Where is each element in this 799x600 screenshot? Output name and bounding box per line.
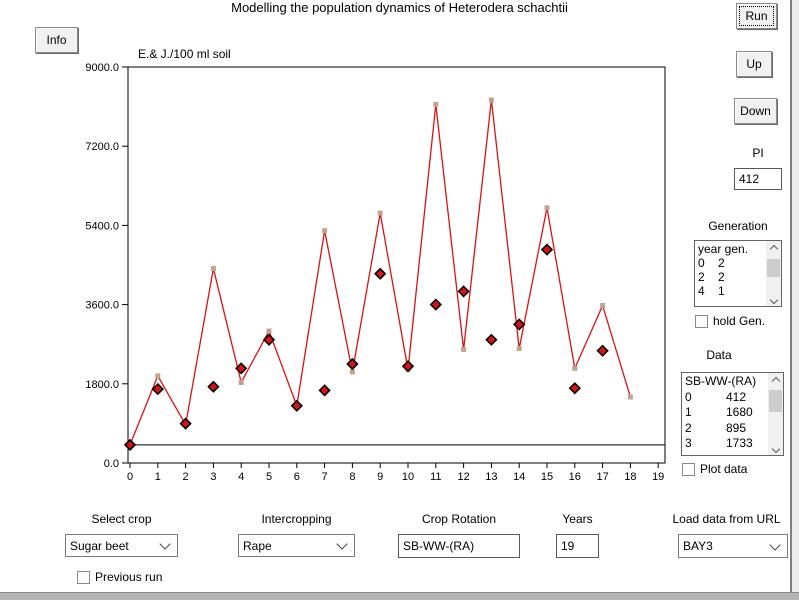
hold-gen-label: hold Gen. xyxy=(713,314,766,328)
svg-text:5400.0: 5400.0 xyxy=(85,220,119,232)
svg-text:11: 11 xyxy=(430,471,441,483)
svg-text:4: 4 xyxy=(238,471,244,483)
data-header: SB-WW-(RA) xyxy=(685,374,757,388)
data-scrollbar[interactable] xyxy=(768,373,783,455)
list-item[interactable]: 0 412 xyxy=(685,389,747,404)
svg-text:15: 15 xyxy=(541,471,553,483)
svg-text:17: 17 xyxy=(596,471,608,483)
scroll-up-icon[interactable] xyxy=(769,244,778,254)
list-item[interactable]: 2 895 xyxy=(685,420,747,435)
intercropping-combo[interactable]: Rape xyxy=(238,534,355,557)
svg-text:9: 9 xyxy=(377,471,383,483)
svg-text:7: 7 xyxy=(322,471,328,483)
svg-text:8: 8 xyxy=(349,471,355,483)
hold-gen-checkbox[interactable] xyxy=(695,315,708,328)
load-url-label: Load data from URL xyxy=(672,512,781,526)
years-input[interactable] xyxy=(556,534,599,558)
svg-text:9000.0: 9000.0 xyxy=(85,62,119,74)
crop-rotation-input[interactable] xyxy=(398,534,520,558)
svg-text:16: 16 xyxy=(569,471,581,483)
pi-label: PI xyxy=(752,146,764,160)
window-bottom-border xyxy=(0,592,799,600)
page-title: Modelling the population dynamics of Het… xyxy=(231,0,568,15)
data-list-body: SB-WW-(RA) 0 412 1 1680 2 895 3 1733 xyxy=(682,373,768,455)
scroll-down-icon[interactable] xyxy=(771,444,780,454)
list-item[interactable]: 4 1 xyxy=(698,284,725,298)
svg-text:0.0: 0.0 xyxy=(104,458,119,470)
run-button[interactable]: Run xyxy=(736,3,777,29)
plot-data-checkbox[interactable] xyxy=(682,463,695,476)
svg-text:5: 5 xyxy=(266,471,272,483)
chevron-down-icon xyxy=(159,538,171,550)
svg-text:7200.0: 7200.0 xyxy=(85,141,119,153)
svg-text:10: 10 xyxy=(402,471,414,483)
previous-run-label: Previous run xyxy=(95,570,163,584)
down-button[interactable]: Down xyxy=(734,98,777,124)
up-button[interactable]: Up xyxy=(736,51,772,77)
svg-text:18: 18 xyxy=(624,471,636,483)
chevron-down-icon xyxy=(769,538,781,551)
years-label: Years xyxy=(562,512,593,526)
generation-scrollbar[interactable] xyxy=(766,241,781,306)
generation-listbox[interactable]: year gen. 0 2 2 2 4 1 xyxy=(694,240,782,307)
info-button[interactable]: Info xyxy=(35,27,78,53)
pi-input[interactable] xyxy=(734,168,782,190)
intercropping-label: Intercropping xyxy=(261,512,332,526)
svg-text:14: 14 xyxy=(513,471,525,483)
plot-data-label: Plot data xyxy=(700,462,748,476)
generation-header: year gen. xyxy=(698,242,749,256)
data-listbox[interactable]: SB-WW-(RA) 0 412 1 1680 2 895 3 1733 xyxy=(681,372,784,456)
svg-text:0: 0 xyxy=(127,471,133,483)
window-right-margin xyxy=(792,0,799,600)
svg-text:1: 1 xyxy=(155,471,161,483)
window-right-border xyxy=(790,0,792,600)
scroll-up-icon[interactable] xyxy=(771,376,780,386)
select-crop-combo[interactable]: Sugar beet xyxy=(65,534,178,557)
generation-list-body: year gen. 0 2 2 2 4 1 xyxy=(695,241,766,306)
svg-text:E.& J./100 ml soil: E.& J./100 ml soil xyxy=(138,47,231,61)
list-item[interactable]: 2 2 xyxy=(698,270,725,284)
load-url-combo[interactable]: BAY3 xyxy=(678,534,788,558)
select-crop-label: Select crop xyxy=(91,512,152,526)
crop-rotation-label: Crop Rotation xyxy=(421,512,497,526)
previous-run-checkbox[interactable] xyxy=(77,571,90,584)
scrollbar-thumb[interactable] xyxy=(769,390,782,412)
svg-text:13: 13 xyxy=(485,471,497,483)
data-label: Data xyxy=(706,348,732,362)
svg-text:3600.0: 3600.0 xyxy=(85,300,119,312)
svg-text:12: 12 xyxy=(457,471,469,483)
list-item[interactable]: 3 1733 xyxy=(685,436,753,450)
svg-text:6: 6 xyxy=(294,471,300,483)
scrollbar-thumb[interactable] xyxy=(767,259,780,277)
chevron-down-icon xyxy=(336,538,348,550)
list-item[interactable]: 0 2 xyxy=(698,256,725,270)
svg-text:3: 3 xyxy=(210,471,216,483)
generation-label: Generation xyxy=(708,219,768,233)
svg-text:1800.0: 1800.0 xyxy=(85,379,119,391)
svg-text:2: 2 xyxy=(183,471,189,483)
scroll-down-icon[interactable] xyxy=(769,295,778,305)
svg-text:19: 19 xyxy=(652,471,664,483)
list-item[interactable]: 1 1680 xyxy=(685,405,753,419)
